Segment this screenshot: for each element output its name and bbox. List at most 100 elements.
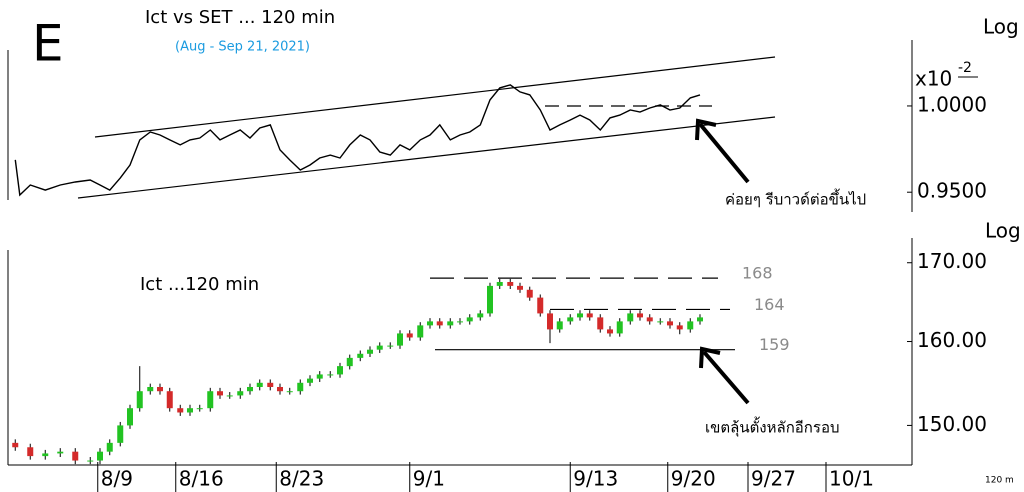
candle-body (667, 321, 673, 326)
chart-title: Ict vs SET ... 120 min (145, 7, 335, 28)
annotation: ค่อยๆ รีบาวด์ต่อขึ้นไป (725, 189, 866, 209)
candle-body (27, 447, 34, 457)
candle-body (136, 391, 143, 409)
scale-label: Log (985, 219, 1021, 243)
candle-body (87, 460, 94, 462)
chart-subtitle: (Aug - Sep 21, 2021) (175, 40, 310, 55)
candle-body (97, 451, 103, 461)
candle-body (207, 391, 214, 409)
candle-body (187, 408, 193, 413)
level-label: 164 (754, 295, 785, 314)
candle-body (147, 386, 154, 392)
candle-body (627, 313, 634, 322)
candle-body (586, 313, 593, 318)
candle-body (42, 453, 49, 457)
candle-body (286, 391, 293, 393)
chart-title: Ict ...120 min (140, 274, 259, 295)
exponent: -2 (958, 60, 972, 76)
candle-body (676, 325, 683, 330)
candle-body (517, 285, 523, 290)
candle-body (166, 391, 173, 409)
x-tick-label: 10/1 (829, 467, 874, 491)
candle-body (376, 345, 383, 350)
candle-body (387, 345, 394, 347)
candle-body (177, 408, 184, 413)
y-tick-label: 150.00 (917, 412, 987, 436)
candle-body (117, 425, 124, 443)
candle-body (657, 321, 664, 323)
candle-body (447, 321, 454, 326)
candle-body (267, 382, 274, 387)
candle-body (697, 317, 703, 322)
candle-body (247, 386, 253, 392)
candle-body (607, 329, 613, 334)
candle-body (567, 317, 574, 322)
candle-body (616, 321, 623, 334)
candle-body (237, 391, 244, 396)
candle-body (526, 289, 533, 298)
arrow (695, 118, 750, 184)
ratio-line (14, 84, 701, 197)
candle-body (687, 321, 694, 330)
candle-body (427, 321, 433, 326)
x-tick-label: 8/9 (101, 467, 133, 491)
x-tick-label: 9/13 (573, 467, 618, 491)
candle-body (436, 321, 443, 326)
x-tick-label: 8/16 (179, 467, 224, 491)
timeframe: 120 m (985, 476, 1014, 486)
candle-body (507, 281, 514, 286)
candle-body (72, 451, 79, 461)
candle-body (417, 325, 424, 338)
candle-body (357, 353, 364, 358)
y-tick-label: 1.0000 (917, 92, 987, 116)
candle-body (12, 442, 19, 448)
candle-body (367, 349, 373, 354)
candle-body (477, 313, 484, 318)
candle-body (637, 313, 643, 318)
candle-body (346, 357, 353, 367)
candle-body (577, 313, 583, 318)
multiplier: x10 (915, 67, 952, 91)
level-label: 168 (742, 264, 773, 283)
x-tick-label: 8/23 (279, 467, 324, 491)
candle-body (297, 382, 304, 392)
candle-body (277, 386, 283, 392)
y-tick-label: 0.9500 (917, 179, 987, 203)
candle-body (106, 442, 113, 452)
candle-body (457, 321, 463, 323)
candle-body (646, 317, 653, 322)
candle-body (496, 281, 503, 286)
candle-body (226, 395, 233, 397)
candle-body (157, 386, 163, 392)
annotation: เขตลุ้นตั้งหลักอีกรอบ (705, 417, 839, 438)
panel-label: E (32, 15, 64, 73)
x-tick-label: 9/20 (671, 467, 716, 491)
candle-body (316, 374, 323, 379)
candle-body (466, 317, 473, 322)
trend-line (77, 116, 776, 199)
candle-body (127, 408, 133, 426)
candle-body (406, 333, 413, 338)
x-tick-label: 9/27 (751, 467, 796, 491)
candle-body (547, 313, 553, 330)
candle-body (57, 451, 64, 454)
scale-label: Log (983, 15, 1019, 39)
y-tick-label: 170.00 (917, 249, 987, 273)
candle-body (327, 374, 334, 376)
level-label: 159 (759, 335, 790, 354)
candle-body (487, 285, 493, 314)
candle-body (256, 382, 263, 387)
candle-body (337, 366, 343, 375)
candle-body (397, 333, 403, 346)
trend-line (94, 56, 776, 138)
y-tick-label: 160.00 (917, 328, 987, 352)
arrow (699, 346, 750, 405)
candle-body (217, 391, 223, 396)
candle-body (196, 408, 203, 410)
candle-body (597, 317, 604, 330)
x-tick-label: 9/1 (413, 467, 445, 491)
candle-body (537, 297, 544, 314)
candle-body (307, 378, 313, 383)
candle-body (556, 321, 563, 330)
